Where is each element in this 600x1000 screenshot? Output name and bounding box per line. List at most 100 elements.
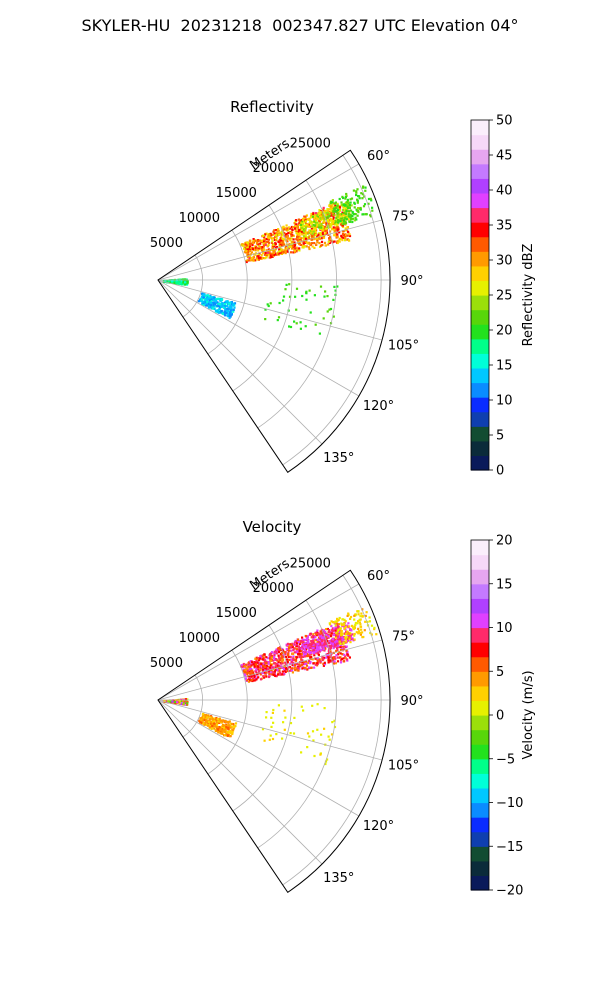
echo-gate	[308, 234, 311, 237]
echo-gate	[296, 235, 299, 239]
echo-gate	[281, 237, 284, 240]
echo-gate	[302, 242, 305, 245]
echo-gate	[232, 724, 235, 727]
colorbar-segment	[471, 685, 489, 702]
echo-gate	[305, 292, 308, 295]
echo-gate	[304, 641, 307, 644]
echo-gate	[280, 654, 283, 657]
echo-gate	[270, 659, 273, 662]
echo-gate	[353, 627, 356, 630]
echo-gate	[332, 646, 335, 649]
echo-gate	[262, 240, 265, 243]
echo-gate	[275, 232, 278, 235]
echo-gate	[312, 224, 315, 227]
echo-gate	[293, 243, 297, 246]
echo-gate	[304, 227, 307, 230]
echo-gate	[325, 231, 329, 234]
echo-gate	[330, 635, 333, 638]
echo-gate	[186, 281, 189, 284]
echo-gate	[303, 653, 306, 656]
echo-gate	[354, 216, 357, 219]
angle-tick-label: 135°	[323, 451, 354, 466]
echo-gate	[260, 239, 263, 242]
echo-gate	[272, 249, 275, 252]
echo-gate	[304, 232, 308, 235]
echo-gate	[263, 239, 266, 242]
echo-gate	[346, 652, 349, 655]
echo-gate	[320, 211, 324, 214]
echo-gate	[182, 702, 185, 705]
azimuth-spoke	[157, 699, 360, 817]
echo-gate	[336, 646, 339, 649]
echo-gate	[339, 661, 343, 664]
echo-gate	[318, 242, 321, 245]
echo-gate	[294, 667, 297, 670]
echo-gate	[245, 663, 248, 666]
echo-gate	[295, 223, 298, 226]
echo-gate	[344, 620, 347, 623]
echo-gate	[349, 639, 352, 642]
echo-gate	[309, 662, 312, 665]
echo-gate	[320, 244, 323, 247]
echo-gate	[258, 666, 261, 669]
echo-gate	[280, 249, 283, 252]
echo-gate	[328, 208, 331, 211]
echo-gate	[273, 232, 276, 235]
echo-gate	[203, 293, 206, 296]
colorbar-segment	[471, 120, 489, 136]
echo-gate	[338, 206, 342, 209]
echo-gate	[309, 243, 312, 246]
echo-gate	[296, 638, 300, 641]
echo-gate	[332, 634, 336, 637]
echo-gate	[332, 657, 335, 660]
echo-gate	[278, 659, 281, 662]
echo-gate	[325, 213, 328, 216]
echo-gate	[220, 298, 223, 301]
echo-gate	[305, 240, 308, 243]
echo-gate	[259, 673, 262, 676]
echo-gate	[326, 310, 329, 313]
echo-gate	[336, 235, 339, 238]
echo-gate	[357, 630, 361, 633]
echo-gate	[251, 259, 254, 262]
echo-gate	[344, 235, 347, 238]
echo-gate	[315, 225, 318, 228]
echo-gate	[289, 643, 292, 646]
echo-gate	[346, 216, 349, 219]
echo-gate	[353, 634, 356, 637]
echo-layer	[162, 608, 378, 766]
echo-gate	[311, 640, 314, 643]
echo-gate	[313, 217, 316, 220]
echo-gate	[304, 220, 308, 223]
echo-gate	[288, 649, 291, 652]
echo-gate	[269, 664, 272, 667]
echo-gate	[301, 244, 305, 247]
echo-gate	[270, 234, 273, 237]
echo-gate	[251, 675, 254, 678]
echo-gate	[363, 195, 366, 198]
echo-gate	[344, 215, 347, 219]
echo-gate	[294, 295, 297, 298]
colorbar-tick-label: 40	[496, 184, 513, 199]
echo-gate	[343, 206, 346, 209]
echo-gate	[357, 613, 360, 616]
echo-gate	[342, 236, 345, 239]
echo-gate	[204, 295, 207, 298]
echo-gate	[361, 213, 364, 216]
echo-gate	[318, 635, 322, 638]
echo-gate	[340, 623, 343, 626]
echo-gate	[281, 227, 284, 230]
echo-gate	[260, 256, 263, 259]
echo-gate	[324, 244, 327, 247]
echo-gate	[323, 228, 326, 231]
echo-gate	[291, 240, 294, 244]
echo-gate	[315, 638, 318, 641]
echo-gate	[209, 726, 212, 729]
echo-gate	[301, 294, 304, 298]
echo-gate	[290, 225, 294, 229]
echo-gate	[318, 660, 321, 663]
echo-gate	[314, 223, 317, 226]
echo-gate	[312, 235, 315, 238]
echo-gate	[358, 631, 361, 634]
